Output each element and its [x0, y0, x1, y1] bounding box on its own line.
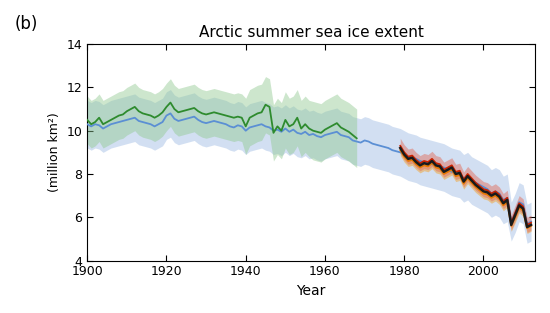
- X-axis label: Year: Year: [296, 284, 326, 298]
- Text: (b): (b): [15, 15, 39, 33]
- Title: Arctic summer sea ice extent: Arctic summer sea ice extent: [199, 25, 424, 40]
- Y-axis label: (million km²): (million km²): [48, 112, 61, 192]
